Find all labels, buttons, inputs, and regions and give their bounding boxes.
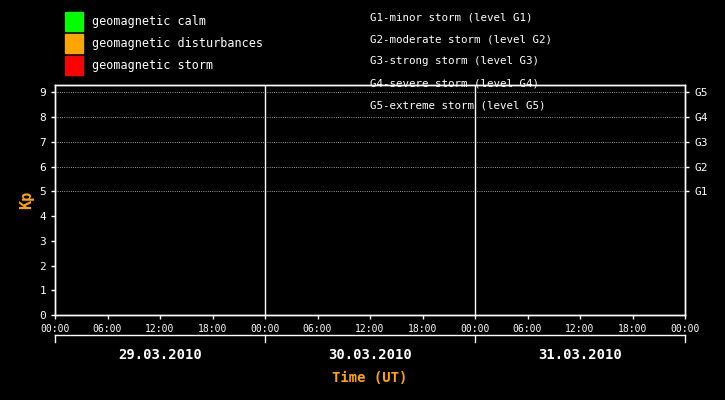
Text: G3-strong storm (level G3): G3-strong storm (level G3) (370, 56, 539, 66)
Text: G2-moderate storm (level G2): G2-moderate storm (level G2) (370, 34, 552, 44)
Text: 29.03.2010: 29.03.2010 (118, 348, 202, 362)
Text: Time (UT): Time (UT) (332, 371, 407, 385)
Text: G4-severe storm (level G4): G4-severe storm (level G4) (370, 78, 539, 88)
Text: geomagnetic calm: geomagnetic calm (92, 15, 206, 28)
Text: 31.03.2010: 31.03.2010 (538, 348, 622, 362)
Text: G1-minor storm (level G1): G1-minor storm (level G1) (370, 12, 532, 22)
Text: geomagnetic storm: geomagnetic storm (92, 59, 213, 72)
Text: 30.03.2010: 30.03.2010 (328, 348, 412, 362)
Text: geomagnetic disturbances: geomagnetic disturbances (92, 37, 263, 50)
Y-axis label: Kp: Kp (19, 191, 33, 209)
Text: G5-extreme storm (level G5): G5-extreme storm (level G5) (370, 100, 545, 110)
